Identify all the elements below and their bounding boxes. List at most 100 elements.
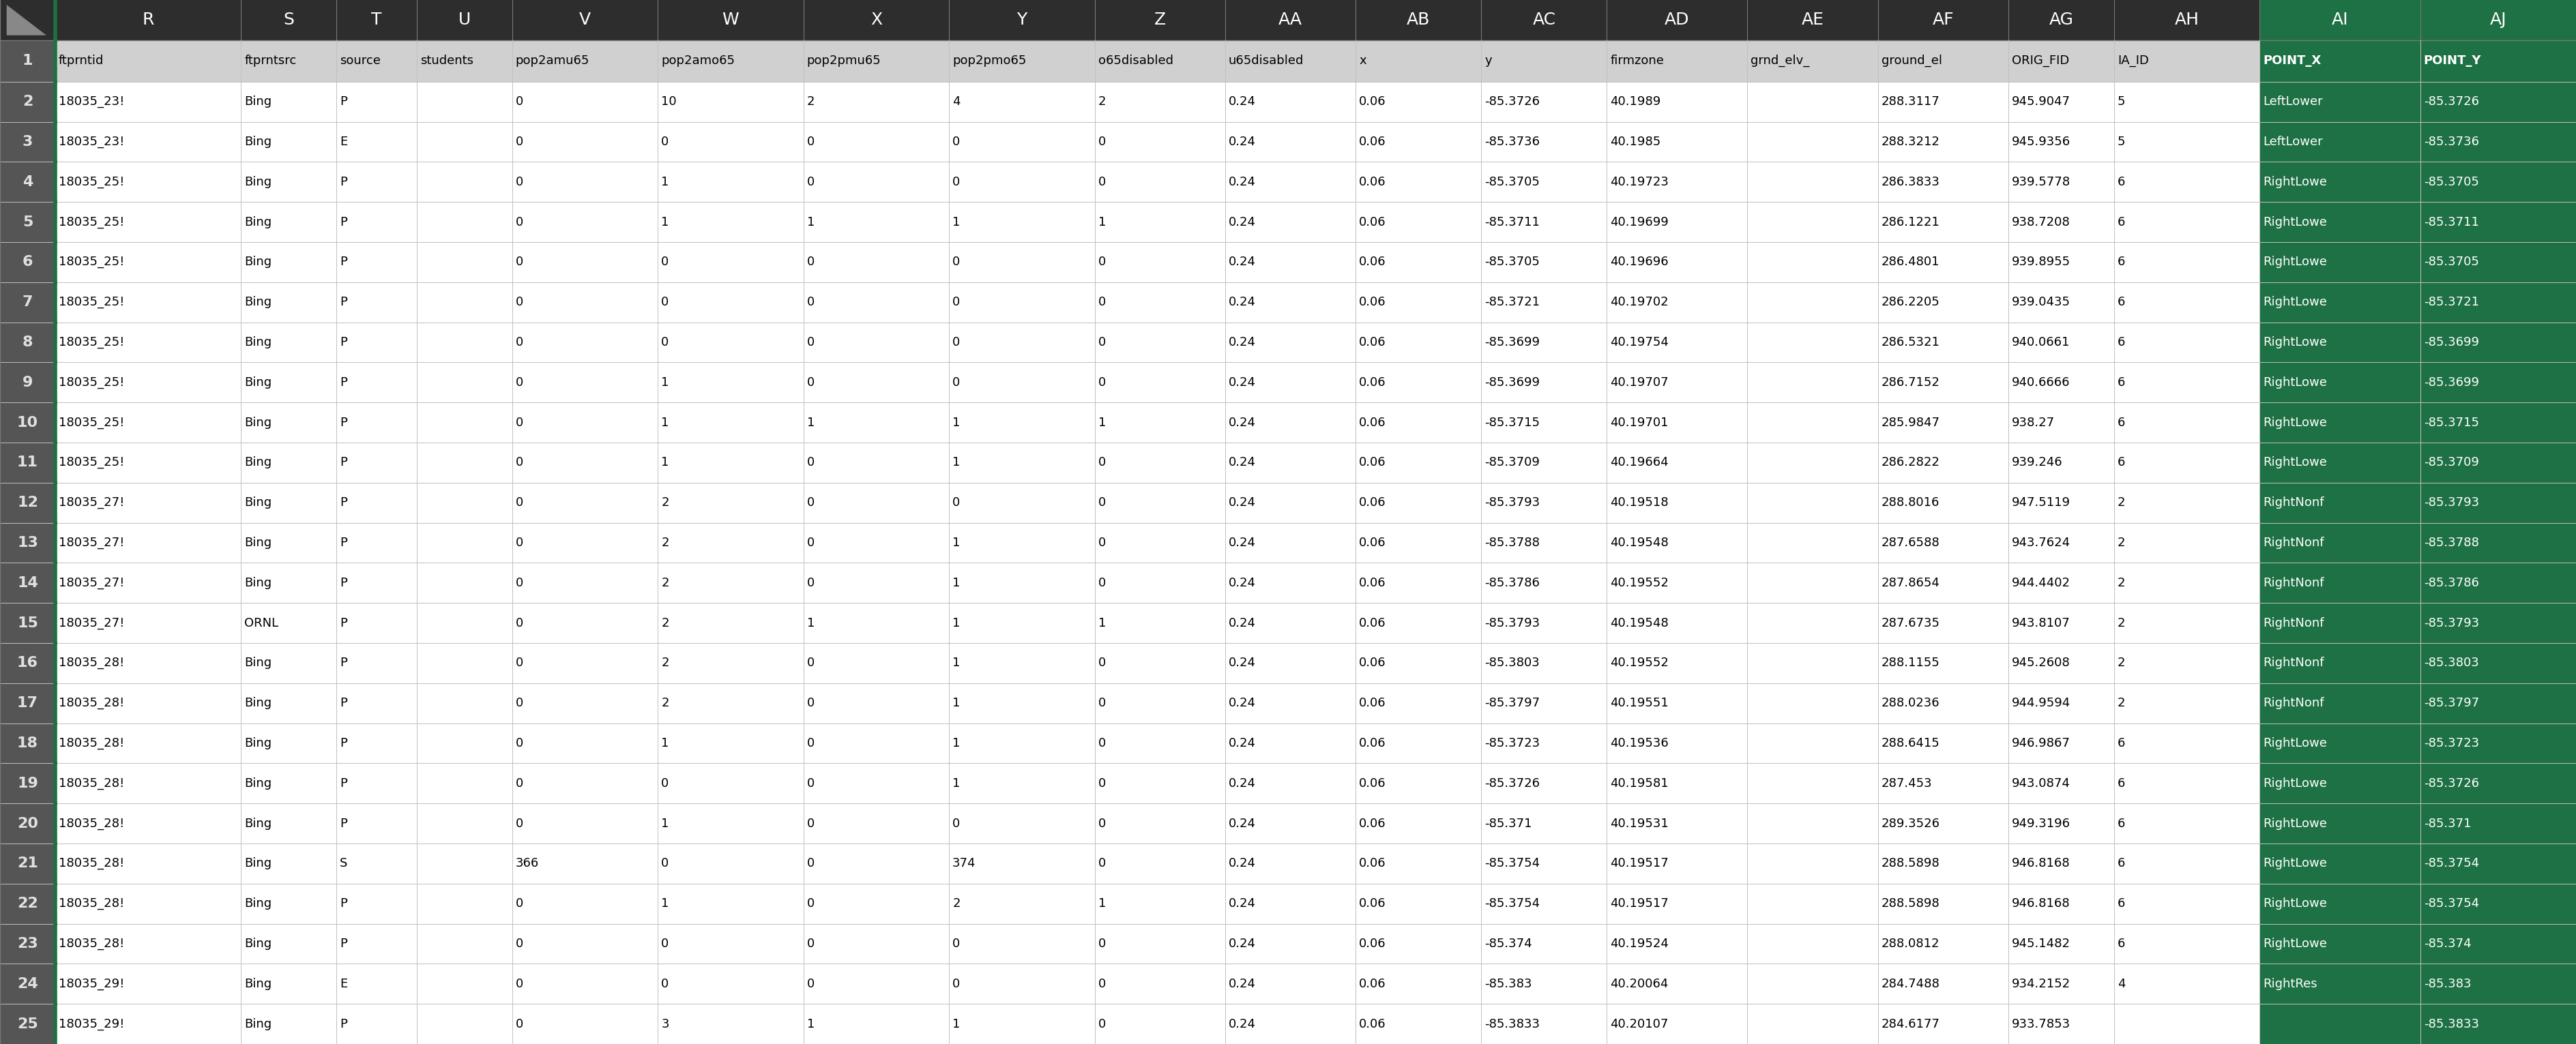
Bar — [54, 0, 242, 40]
Text: -85.3699: -85.3699 — [1484, 376, 1540, 388]
Text: 0: 0 — [662, 256, 670, 268]
Bar — [2421, 1004, 2576, 1044]
Bar — [2115, 242, 2259, 282]
Bar — [1355, 924, 1481, 964]
Bar — [1226, 964, 1355, 1004]
Bar — [242, 964, 337, 1004]
Bar — [2421, 643, 2576, 683]
Bar — [1226, 603, 1355, 643]
Bar — [417, 0, 513, 40]
Bar — [1481, 482, 1607, 523]
Bar — [1481, 443, 1607, 482]
Bar — [2115, 122, 2259, 162]
Bar — [1481, 804, 1607, 844]
Text: 2: 2 — [662, 657, 670, 669]
Text: pop2pmo65: pop2pmo65 — [953, 54, 1025, 67]
Text: -85.3705: -85.3705 — [1484, 175, 1540, 188]
Text: 6: 6 — [2117, 456, 2125, 469]
Bar — [1095, 443, 1226, 482]
Text: 1: 1 — [1097, 417, 1105, 429]
Bar — [417, 323, 513, 362]
Bar — [2259, 323, 2421, 362]
Text: R: R — [142, 11, 155, 28]
Bar — [2115, 362, 2259, 402]
Bar — [2259, 282, 2421, 323]
Text: 1: 1 — [953, 417, 961, 429]
Text: 286.2822: 286.2822 — [1880, 456, 1940, 469]
Text: 15: 15 — [18, 616, 39, 630]
Bar — [1607, 964, 1747, 1004]
Text: 40.19548: 40.19548 — [1610, 537, 1669, 549]
Bar — [1747, 40, 1878, 81]
Text: 12: 12 — [18, 496, 39, 509]
Bar — [2115, 924, 2259, 964]
Text: S: S — [340, 857, 348, 870]
Text: 0.24: 0.24 — [1229, 617, 1257, 630]
Text: X: X — [871, 11, 881, 28]
Bar — [1878, 443, 2009, 482]
Bar — [2115, 201, 2259, 242]
Bar — [242, 563, 337, 603]
Text: -85.3726: -85.3726 — [1484, 777, 1540, 789]
Text: 6: 6 — [2117, 216, 2125, 229]
Text: 943.7624: 943.7624 — [2012, 537, 2071, 549]
Text: -85.3711: -85.3711 — [2424, 216, 2478, 229]
Bar — [1607, 122, 1747, 162]
Text: 0: 0 — [1097, 817, 1105, 830]
Bar — [2421, 924, 2576, 964]
Bar — [1481, 1004, 1607, 1044]
Bar — [1095, 362, 1226, 402]
Bar — [2009, 643, 2115, 683]
Bar — [1607, 683, 1747, 723]
Bar — [2115, 162, 2259, 201]
Bar — [2421, 162, 2576, 201]
Text: 0: 0 — [515, 456, 523, 469]
Bar — [804, 603, 948, 643]
Text: P: P — [340, 417, 348, 429]
Bar — [1355, 402, 1481, 443]
Bar — [1355, 883, 1481, 924]
Text: 18035_27!: 18035_27! — [59, 617, 124, 630]
Bar — [1747, 443, 1878, 482]
Text: 0: 0 — [953, 336, 961, 349]
Text: pop2amu65: pop2amu65 — [515, 54, 590, 67]
Text: 0: 0 — [953, 296, 961, 308]
Bar — [1226, 282, 1355, 323]
Text: 40.19548: 40.19548 — [1610, 617, 1669, 630]
Bar — [1095, 523, 1226, 563]
Text: RightLowe: RightLowe — [2264, 336, 2326, 349]
Text: 0.24: 0.24 — [1229, 336, 1257, 349]
Bar — [657, 603, 804, 643]
Bar — [2115, 1004, 2259, 1044]
Text: 6: 6 — [2117, 817, 2125, 830]
Text: 0.06: 0.06 — [1360, 216, 1386, 229]
Bar — [337, 482, 417, 523]
Bar — [1481, 282, 1607, 323]
Text: -85.3721: -85.3721 — [1484, 296, 1540, 308]
Bar — [337, 1004, 417, 1044]
Bar — [2115, 523, 2259, 563]
Text: 1: 1 — [662, 456, 670, 469]
Text: 40.19518: 40.19518 — [1610, 497, 1669, 508]
Bar — [2259, 763, 2421, 804]
Bar — [2009, 40, 2115, 81]
Text: -85.371: -85.371 — [2424, 817, 2470, 830]
Text: 0: 0 — [1097, 497, 1105, 508]
Bar — [513, 924, 657, 964]
Bar — [1481, 964, 1607, 1004]
Bar — [948, 402, 1095, 443]
Bar — [2259, 81, 2421, 122]
Bar — [948, 924, 1095, 964]
Bar — [1607, 763, 1747, 804]
Bar — [804, 81, 948, 122]
Text: Bing: Bing — [245, 938, 273, 950]
Bar — [417, 402, 513, 443]
Text: 18035_27!: 18035_27! — [59, 497, 124, 508]
Text: P: P — [340, 576, 348, 589]
Bar — [2259, 883, 2421, 924]
Bar — [513, 122, 657, 162]
Bar — [1878, 964, 2009, 1004]
Bar — [1747, 242, 1878, 282]
Text: 1: 1 — [953, 697, 961, 709]
Text: 1: 1 — [953, 576, 961, 589]
